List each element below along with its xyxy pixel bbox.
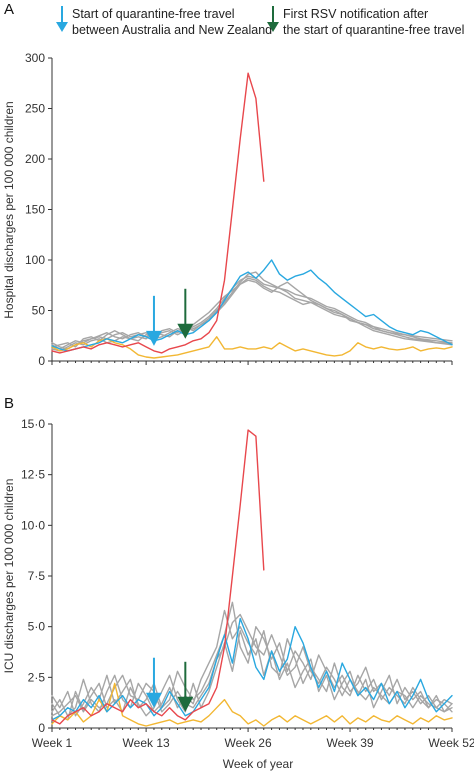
series-line-blue [51,259,453,352]
marker-arrow-green-icon [177,288,194,339]
y-tick-label: 250 [25,102,45,116]
legend-green-arrow-icon [267,6,279,32]
panel-a-y-axis-title: Hospital discharges per 100 000 children [2,101,16,318]
x-tick-label: Week 13 [123,736,170,750]
panel-label-a: A [4,1,14,18]
x-tick-label: Week 26 [225,736,272,750]
y-tick-label: 5·0 [28,620,46,634]
y-tick-label: 300 [25,51,45,65]
y-tick-label: 0 [38,721,45,735]
panel-label-b: B [4,395,14,412]
panel-a-markers [145,288,194,346]
series-line-grey [51,613,453,717]
panel-b-ticks: 0 2·5 5·0 7·5 10·0 12·5 15·0 [21,417,445,735]
panel-b-plot: 02·55·07·510·012·515·0 Week 1 Week 13 Week… [21,417,474,750]
x-tick-label: Week 52 [428,736,474,750]
x-tick-label: Week 1 [32,736,73,750]
panel-b-markers [145,657,194,712]
y-tick-label: 50 [32,304,46,318]
legend-green-text-2: the start of quarantine-free travel [283,23,464,37]
panel-a-plot: 0 50 100 150 200 250 300 [25,51,453,368]
y-tick-label: 7·5 [28,569,46,583]
series-line-grey [51,271,453,350]
y-tick-label: 2·5 [28,670,46,684]
legend-blue-text-2: between Australia and New Zealand [72,23,272,37]
series-line-grey [51,279,453,348]
panel-a-ticks: 0 50 100 150 200 250 300 [25,51,453,368]
legend-blue-arrow-icon [56,6,68,32]
marker-arrow-blue-icon [145,657,162,708]
series-line-yellow [51,336,453,359]
y-tick-label: 0 [38,354,45,368]
y-tick-label: 150 [25,203,45,217]
panel-b-x-ticks: Week 1 Week 13 Week 26 Week 39 Week 52 [32,728,474,750]
y-tick-label: 12·5 [21,468,45,482]
x-tick-label: Week 39 [326,736,373,750]
y-tick-label: 15·0 [21,417,45,431]
series-line-grey [51,275,453,350]
series-line-red [51,429,265,725]
marker-arrow-green-icon [177,661,194,712]
legend-green-text-1: First RSV notification after [283,7,428,21]
panel-b-y-axis-title: ICU discharges per 100 000 children [2,479,16,674]
panel-a-series [51,72,453,359]
series-line-red [51,72,265,354]
series-line-blue [51,617,453,721]
y-tick-label: 200 [25,152,45,166]
legend-blue-text-1: Start of quarantine-free travel [72,7,235,21]
panel-b-series [51,429,453,727]
x-axis-title: Week of year [223,757,293,771]
legend: Start of quarantine-free travel between … [56,6,464,37]
y-tick-label: 10·0 [21,518,45,532]
marker-arrow-blue-icon [145,295,162,346]
y-tick-label: 100 [25,253,45,267]
